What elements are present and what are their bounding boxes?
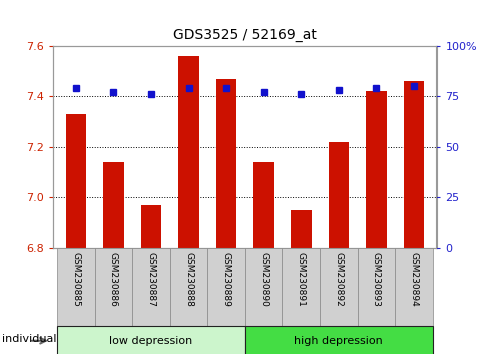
Text: GSM230886: GSM230886 (109, 252, 118, 307)
Bar (244, 248, 282, 326)
Bar (132, 248, 169, 326)
Text: GSM230893: GSM230893 (371, 252, 380, 307)
Text: GSM230889: GSM230889 (221, 252, 230, 307)
Bar (394, 248, 432, 326)
Bar (282, 248, 319, 326)
Text: GSM230891: GSM230891 (296, 252, 305, 307)
Bar (365, 91, 386, 248)
Bar (57, 248, 94, 326)
Bar (140, 205, 161, 248)
Text: GSM230890: GSM230890 (258, 252, 268, 307)
Bar (57, 326, 244, 354)
Bar (244, 326, 432, 354)
Bar (403, 81, 424, 248)
Bar (94, 248, 132, 326)
Bar (357, 248, 394, 326)
Title: GDS3525 / 52169_at: GDS3525 / 52169_at (173, 28, 316, 42)
Text: GSM230894: GSM230894 (408, 252, 418, 307)
Bar (319, 248, 357, 326)
Text: GSM230888: GSM230888 (184, 252, 193, 307)
Bar (65, 114, 86, 248)
Bar (207, 248, 244, 326)
Text: individual: individual (2, 334, 57, 344)
Bar (103, 162, 123, 248)
Text: GSM230892: GSM230892 (333, 252, 343, 307)
Text: low depression: low depression (109, 336, 192, 346)
Bar (169, 248, 207, 326)
Bar (178, 56, 198, 248)
Text: GSM230885: GSM230885 (71, 252, 80, 307)
Bar (290, 210, 311, 248)
Text: GSM230887: GSM230887 (146, 252, 155, 307)
Bar (215, 79, 236, 248)
Bar (253, 162, 273, 248)
Text: high depression: high depression (294, 336, 382, 346)
Bar (328, 142, 348, 248)
